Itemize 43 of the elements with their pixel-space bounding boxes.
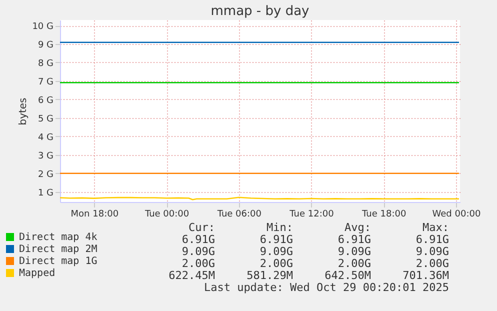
legend-label: Direct map 4k xyxy=(19,232,98,243)
text: Max: xyxy=(422,221,449,234)
text: Cur: xyxy=(188,221,215,234)
text: Last update: Wed Oct 29 00:20:01 2025 xyxy=(204,281,449,294)
y-tick-label: 10 G xyxy=(32,22,54,32)
x-tick-label: Tue 12:00 xyxy=(288,210,334,220)
text: 2.00G xyxy=(416,257,449,270)
text: 9.09G xyxy=(338,245,371,258)
y-tick-label: 1 G xyxy=(38,188,54,198)
text: 2.00G xyxy=(182,257,215,270)
x-tick-label: Tue 00:00 xyxy=(144,210,190,220)
chart-title: mmap - by day xyxy=(210,4,310,19)
text: 701.36M xyxy=(402,269,449,282)
x-tick-label: Tue 18:00 xyxy=(361,210,406,220)
text: 6.91G xyxy=(260,233,293,246)
text: 6.91G xyxy=(338,233,371,246)
text: 2.00G xyxy=(338,257,371,270)
text: 9.09G xyxy=(416,245,449,258)
y-tick-label: 3 G xyxy=(38,151,54,162)
y-tick-label: 8 G xyxy=(38,58,54,69)
text: 2.00G xyxy=(260,257,293,270)
text: 9.09G xyxy=(182,245,215,258)
text: 622.45M xyxy=(168,269,215,282)
y-tick-label: 7 G xyxy=(38,77,54,88)
text: Min: xyxy=(266,221,293,234)
legend-label: Mapped xyxy=(19,268,56,279)
x-tick-label: Wed 00:00 xyxy=(432,210,481,220)
text: 581.29M xyxy=(246,269,293,282)
y-axis-title: bytes xyxy=(18,98,30,126)
y-tick-label: 6 G xyxy=(38,96,54,106)
legend-label: Direct map 1G xyxy=(19,256,98,267)
y-tick-label: 4 G xyxy=(38,132,54,143)
y-tick-label: 2 G xyxy=(38,170,54,180)
x-tick-label: Tue 06:00 xyxy=(216,210,262,220)
text: 6.91G xyxy=(416,233,449,246)
y-tick-label: 5 G xyxy=(38,114,54,124)
text: 642.50M xyxy=(324,269,371,282)
text: 6.91G xyxy=(182,233,215,246)
text: Avg: xyxy=(344,221,371,234)
text: 9.09G xyxy=(260,245,293,258)
x-tick-label: Mon 18:00 xyxy=(70,210,119,220)
y-tick-label: 9 G xyxy=(38,40,54,51)
legend-label: Direct map 2M xyxy=(19,244,98,255)
